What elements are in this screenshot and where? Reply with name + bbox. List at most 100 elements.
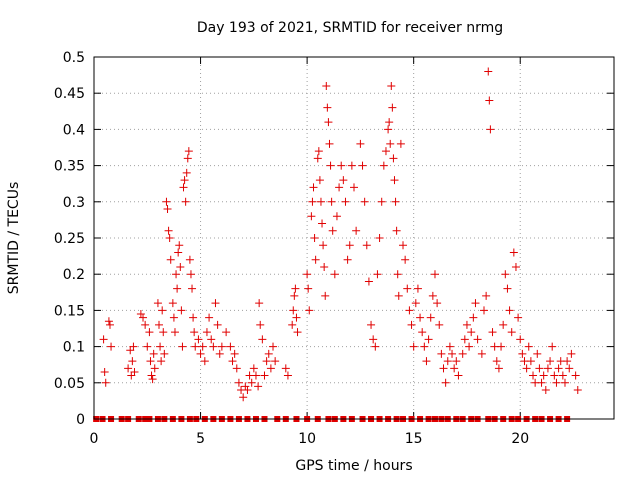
data-point	[541, 386, 550, 395]
data-point	[539, 371, 548, 380]
data-point	[552, 378, 561, 387]
data-point	[325, 139, 334, 148]
data-point	[424, 335, 433, 344]
y-tick-label: 0.4	[63, 122, 85, 138]
data-point	[484, 67, 493, 76]
data-point	[129, 342, 138, 351]
x-tick-label: 0	[90, 431, 99, 447]
data-point	[435, 320, 444, 329]
data-point	[153, 299, 162, 308]
y-axis-label: SRMTID / TECUs	[6, 182, 22, 295]
data-point	[422, 357, 431, 366]
data-point	[304, 284, 313, 293]
data-point	[462, 320, 471, 329]
data-point	[409, 342, 418, 351]
data-point	[356, 139, 365, 148]
data-point	[175, 241, 184, 250]
data-point	[258, 335, 267, 344]
data-point	[165, 234, 174, 242]
data-point	[311, 255, 320, 264]
data-point	[418, 328, 427, 337]
data-points	[99, 67, 582, 402]
data-point	[189, 313, 198, 322]
y-tick-label: 0.35	[54, 159, 85, 175]
data-point	[332, 212, 341, 221]
data-point	[172, 270, 181, 279]
data-point	[350, 183, 358, 192]
data-point	[548, 342, 557, 351]
data-point	[230, 349, 239, 358]
data-point	[369, 335, 378, 344]
data-point	[445, 342, 454, 351]
data-point	[179, 183, 188, 192]
data-point	[251, 371, 260, 380]
plot-frame	[93, 56, 615, 420]
data-point	[308, 197, 317, 206]
y-tick-label: 0.5	[63, 50, 85, 66]
y-tick-label: 0.05	[54, 376, 85, 392]
data-point	[130, 367, 139, 376]
data-point	[407, 320, 416, 329]
data-point	[101, 378, 110, 387]
data-point	[535, 364, 544, 373]
data-point	[217, 342, 226, 351]
data-point	[393, 270, 402, 279]
data-point	[318, 219, 327, 228]
data-point	[391, 197, 400, 206]
data-point	[533, 349, 542, 358]
data-point	[315, 176, 324, 185]
data-point	[379, 161, 388, 170]
data-point	[232, 364, 241, 373]
data-point	[401, 255, 410, 264]
data-point	[413, 284, 422, 293]
data-point	[148, 375, 157, 384]
data-point	[283, 371, 292, 380]
data-point	[501, 270, 510, 279]
data-point	[155, 320, 163, 329]
data-point	[326, 161, 335, 170]
data-point	[303, 270, 312, 279]
data-point	[480, 306, 488, 315]
data-point	[537, 378, 546, 387]
data-point	[488, 328, 497, 337]
data-point	[377, 197, 386, 206]
data-point	[180, 176, 189, 185]
data-point	[428, 291, 437, 300]
data-point	[241, 382, 250, 391]
data-point	[439, 364, 448, 373]
data-point	[281, 364, 290, 373]
data-point	[186, 270, 195, 279]
x-tick-label: 5	[196, 431, 205, 447]
data-point	[503, 284, 512, 293]
data-point	[168, 299, 177, 308]
data-point	[386, 139, 395, 148]
data-point	[573, 386, 582, 395]
data-point	[200, 357, 209, 366]
data-point	[345, 241, 354, 250]
data-point	[141, 320, 150, 329]
data-point	[145, 328, 154, 337]
data-point	[381, 147, 390, 156]
data-point	[467, 328, 476, 337]
data-point	[183, 154, 192, 163]
data-point	[262, 357, 271, 366]
data-point	[99, 335, 108, 344]
data-point	[174, 248, 183, 257]
y-tick-label: 0.2	[63, 267, 85, 283]
data-point	[518, 349, 527, 358]
data-point	[430, 270, 439, 279]
data-point	[373, 270, 382, 279]
data-point	[384, 125, 393, 134]
data-point	[390, 176, 399, 185]
data-point	[198, 342, 207, 351]
data-point	[324, 118, 333, 127]
data-point	[158, 306, 167, 315]
data-point	[460, 335, 469, 344]
data-point	[320, 262, 329, 271]
data-point	[571, 371, 580, 380]
data-point	[392, 226, 401, 235]
data-point	[560, 378, 569, 387]
data-point	[526, 357, 535, 366]
data-point	[469, 313, 478, 322]
data-point	[128, 357, 137, 366]
